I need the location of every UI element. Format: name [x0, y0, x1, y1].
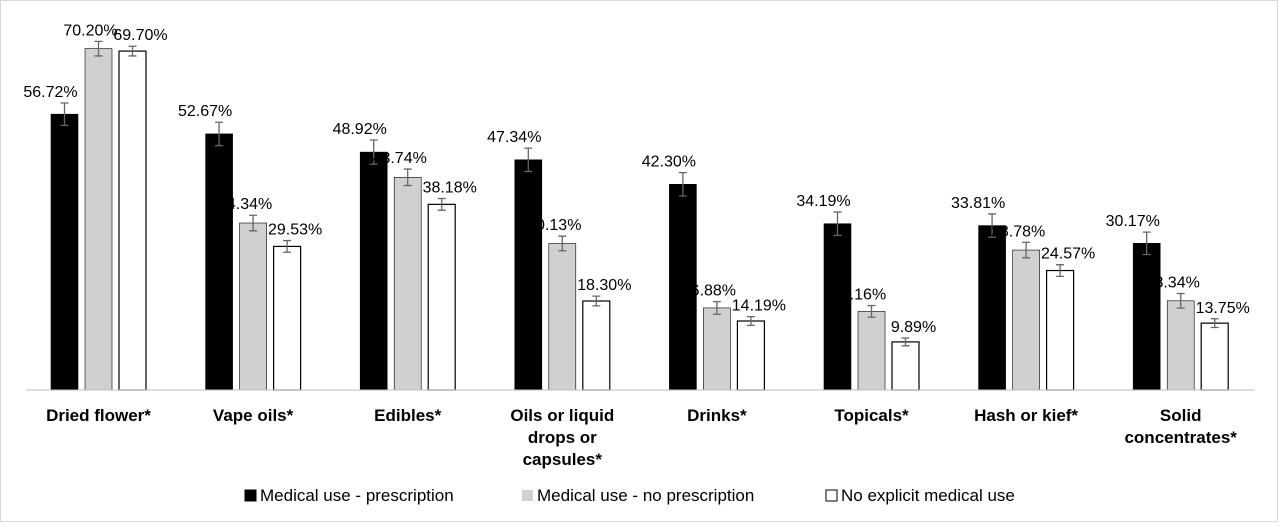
value-label-3-1: 69.70% [113, 27, 167, 44]
error-bar-2-1 [94, 40, 103, 57]
error-bar-1-8 [1142, 231, 1151, 256]
error-bar-3-5 [746, 315, 755, 327]
value-label-1-7: 33.81% [951, 195, 1005, 212]
legend-swatch-2 [522, 490, 533, 501]
error-bar-2-2 [249, 214, 258, 232]
value-labels-layer: 56.72% 70.20%69.70% 52.67% 34.34% 29.53% 48.9… [23, 22, 1249, 336]
error-bar-1-5 [678, 171, 687, 197]
error-bar-1-2 [215, 121, 224, 147]
error-bar-1-1 [60, 102, 69, 127]
bar-2-6 [857, 311, 886, 391]
category-label-8: Solid concentrates* [1124, 406, 1237, 447]
value-label-2-3: 43.74% [373, 150, 427, 167]
bar-1-7 [978, 225, 1006, 391]
error-bar-1-7 [988, 213, 997, 238]
legend-label-2: Medical use - no prescription [537, 486, 754, 505]
legend: Medical use - prescription Medical use - … [244, 486, 1015, 505]
error-bar-2-4 [558, 235, 567, 252]
bar-2-4 [548, 243, 577, 391]
value-label-3-8: 13.75% [1196, 300, 1250, 317]
value-label-1-8: 30.17% [1106, 213, 1160, 230]
category-label-4: Oils or liquid drops or capsules* [510, 406, 614, 469]
value-label-2-5: 16.88% [682, 283, 736, 300]
error-bar-2-8 [1176, 292, 1185, 309]
bar-2-8 [1166, 300, 1195, 391]
bar-3-2 [273, 245, 302, 391]
value-label-2-8: 18.34% [1146, 275, 1200, 292]
value-label-3-7: 24.57% [1041, 246, 1095, 263]
category-label-3: Edibles* [374, 406, 441, 425]
bar-3-4 [582, 300, 611, 391]
bar-2-3 [393, 177, 422, 391]
value-label-2-4: 30.13% [527, 217, 581, 234]
bar-1-8 [1132, 242, 1161, 391]
bar-3-5 [736, 320, 766, 391]
category-label-5: Drinks* [687, 406, 747, 425]
bar-1-4 [514, 159, 543, 391]
value-label-1-3: 48.92% [333, 121, 387, 138]
error-bar-3-2 [283, 239, 292, 253]
value-label-3-6: 9.89% [891, 319, 936, 336]
error-bar-1-6 [833, 211, 842, 237]
value-label-2-6: 5.16% [841, 287, 886, 304]
bars-layer [50, 40, 1229, 391]
error-bar-1-3 [369, 139, 378, 165]
error-bar-1-4 [524, 147, 533, 173]
error-bar-2-5 [712, 300, 721, 315]
value-label-2-7: 28.78% [991, 223, 1045, 240]
legend-label-3: No explicit medical use [841, 486, 1015, 505]
value-label-1-6: 34.19% [796, 193, 850, 210]
bar-2-2 [239, 222, 267, 391]
error-bar-3-1 [128, 45, 137, 57]
bar-1-3 [359, 151, 388, 391]
legend-label-1: Medical use - prescription [260, 486, 454, 505]
bar-3-3 [427, 203, 456, 391]
value-label-1-2: 52.67% [178, 103, 232, 120]
value-label-2-1: 70.20% [63, 22, 117, 39]
bar-3-8 [1200, 322, 1229, 391]
value-label-1-4: 47.34% [487, 129, 541, 146]
error-bar-2-3 [403, 168, 412, 187]
category-label-2: Vape oils* [213, 406, 294, 425]
error-bar-3-4 [592, 295, 601, 307]
error-bar-3-8 [1210, 318, 1219, 329]
error-bar-3-6 [901, 337, 910, 347]
category-labels-layer: Dried flower* Vape oils* Edibles* Oils or l… [46, 406, 1237, 469]
error-bar-2-7 [1022, 241, 1031, 259]
category-label-7: Hash or kief* [974, 406, 1078, 425]
bar-3-7 [1045, 269, 1075, 391]
bar-1-2 [205, 133, 233, 391]
bar-2-1 [84, 48, 113, 391]
bar-2-5 [703, 307, 731, 391]
bar-2-7 [1012, 249, 1040, 391]
bar-1-6 [823, 223, 852, 391]
value-label-3-5: 14.19% [732, 298, 786, 315]
bar-1-1 [50, 113, 79, 391]
error-bar-2-6 [867, 304, 876, 318]
bar-1-5 [669, 184, 697, 391]
legend-swatch-1 [244, 489, 257, 502]
category-label-6: Topicals* [834, 406, 909, 425]
value-label-3-3: 38.18% [423, 180, 477, 197]
value-label-1-1: 56.72% [23, 84, 77, 101]
error-bar-3-7 [1056, 264, 1065, 278]
value-label-1-5: 42.30% [642, 154, 696, 171]
value-label-2-2: 34.34% [218, 196, 272, 213]
error-bar-3-3 [437, 197, 446, 211]
bar-3-6 [891, 341, 920, 391]
value-label-3-4: 18.30% [577, 277, 631, 294]
category-label-1: Dried flower* [46, 406, 151, 425]
value-label-3-2: 29.53% [268, 222, 322, 239]
legend-swatch-3 [825, 489, 838, 502]
bar-3-1 [118, 50, 147, 391]
